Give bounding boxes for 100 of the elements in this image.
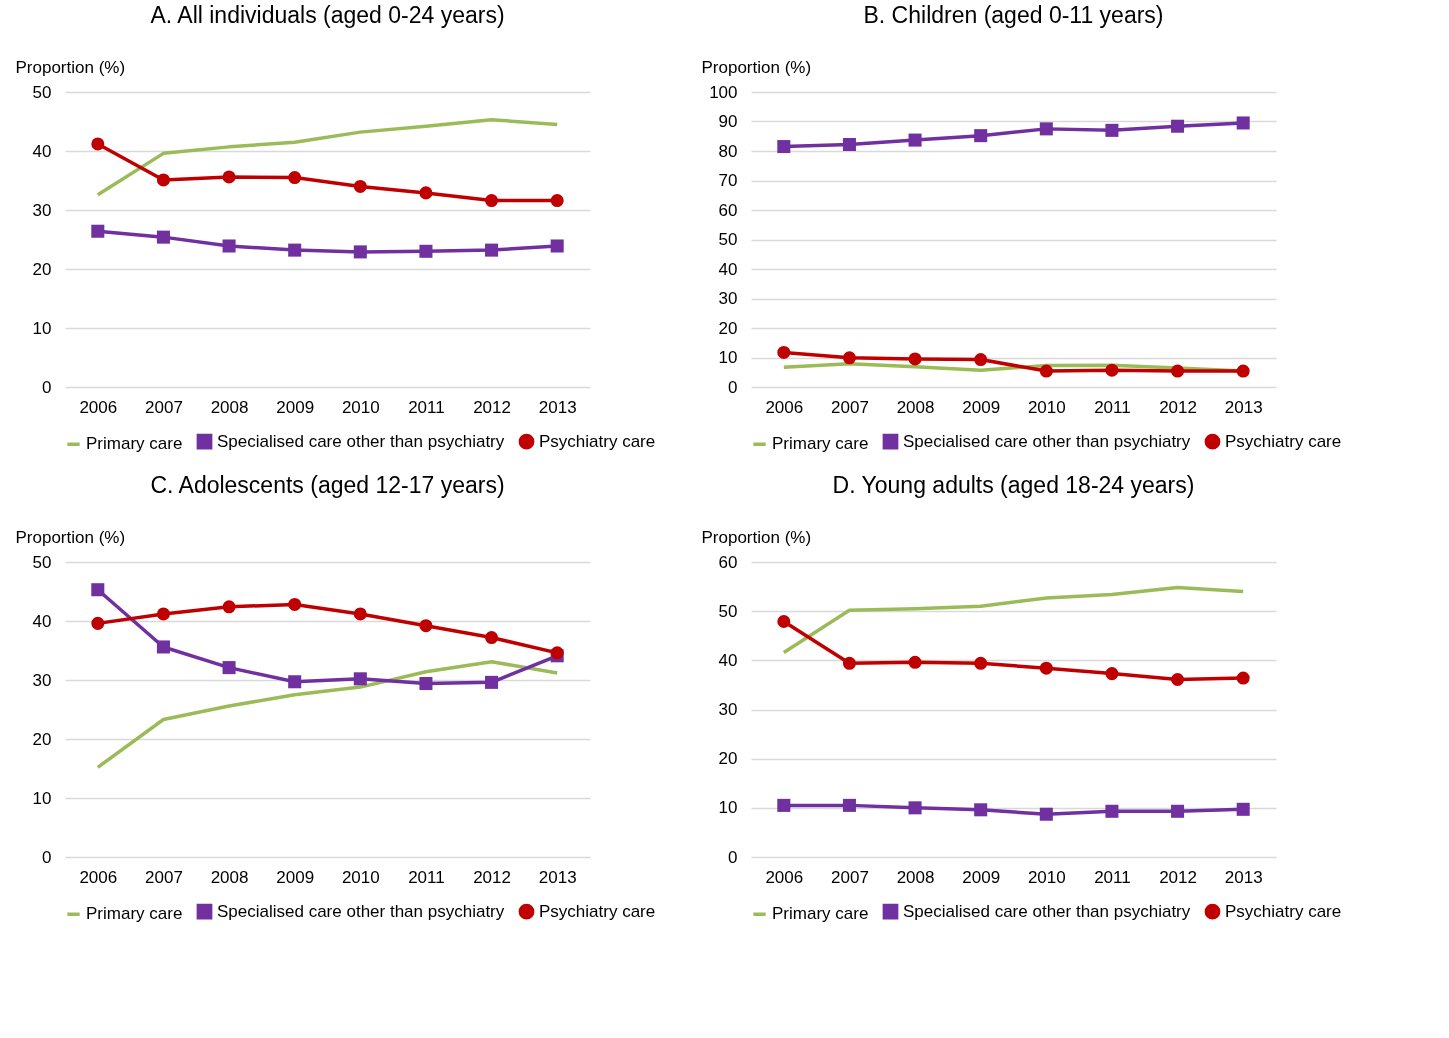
y-tick-label: 20 xyxy=(718,318,738,338)
x-tick-label: 2006 xyxy=(79,867,118,887)
chart-title: D. Young adults (aged 18-24 years) xyxy=(832,472,1195,498)
point xyxy=(222,600,236,614)
legend-label: Primary care xyxy=(86,434,183,454)
point xyxy=(353,672,367,686)
point xyxy=(1039,364,1053,378)
x-tick-label: 2008 xyxy=(896,867,935,887)
x-tick-label: 2009 xyxy=(276,867,315,887)
y-tick-label: 80 xyxy=(718,141,738,161)
point xyxy=(842,351,856,365)
point xyxy=(91,616,105,630)
y-tick-label: 50 xyxy=(32,82,52,102)
point xyxy=(842,656,856,670)
y-axis-title: Proportion (%) xyxy=(701,527,812,547)
y-tick-label: 90 xyxy=(718,112,738,131)
point xyxy=(156,230,170,244)
y-tick-label: 0 xyxy=(42,847,52,867)
x-tick-label: 2010 xyxy=(1027,867,1066,887)
point xyxy=(1105,804,1119,818)
point xyxy=(91,583,105,597)
point xyxy=(550,239,564,253)
point xyxy=(777,798,791,812)
line-series xyxy=(96,659,559,770)
point xyxy=(550,194,564,208)
x-tick-label: 2008 xyxy=(210,867,249,887)
point xyxy=(156,173,170,187)
y-tick-label: 10 xyxy=(32,318,52,338)
x-tick-label: 2011 xyxy=(408,867,445,887)
point xyxy=(908,133,922,147)
point xyxy=(974,656,988,670)
point xyxy=(419,677,433,691)
point xyxy=(908,655,922,669)
x-tick-label: 2013 xyxy=(1224,397,1263,417)
point xyxy=(288,243,302,257)
legend-label: Psychiatry care xyxy=(539,901,656,921)
y-tick-label: 0 xyxy=(728,377,738,397)
legend-label: Specialised care other than psychiatry xyxy=(903,431,1191,451)
point xyxy=(222,239,236,253)
point xyxy=(353,245,367,259)
y-tick-label: 50 xyxy=(718,601,738,621)
point xyxy=(485,194,499,208)
point xyxy=(842,798,856,812)
y-tick-label: 20 xyxy=(32,259,52,279)
point xyxy=(1236,802,1250,816)
y-axis-title: Proportion (%) xyxy=(701,57,812,77)
point xyxy=(91,137,105,151)
x-tick-label: 2009 xyxy=(962,867,1001,887)
legend-label: Psychiatry care xyxy=(1225,901,1342,921)
point xyxy=(156,640,170,654)
point xyxy=(974,803,988,817)
point xyxy=(1236,116,1250,130)
point xyxy=(1039,807,1053,821)
legend-label: Specialised care other than psychiatry xyxy=(217,431,505,451)
legend-label: Psychiatry care xyxy=(539,431,656,451)
point xyxy=(1236,671,1250,685)
legend-label: Primary care xyxy=(86,904,183,924)
x-tick-label: 2007 xyxy=(145,867,183,887)
x-tick-label: 2011 xyxy=(1094,397,1131,417)
y-tick-label: 40 xyxy=(32,611,52,631)
point xyxy=(419,186,433,200)
y-tick-label: 30 xyxy=(718,289,738,308)
y-tick-label: 50 xyxy=(32,552,52,572)
legend-label: Specialised care other than psychiatry xyxy=(903,901,1191,921)
y-tick-label: 10 xyxy=(718,348,738,367)
chart-title: A. All individuals (aged 0-24 years) xyxy=(150,2,505,28)
point xyxy=(908,801,922,815)
x-tick-label: 2007 xyxy=(831,867,869,887)
point xyxy=(974,353,988,367)
point xyxy=(485,243,499,257)
y-axis-title: Proportion (%) xyxy=(15,57,126,77)
point xyxy=(222,661,236,675)
x-tick-label: 2012 xyxy=(1159,867,1197,887)
x-tick-label: 2009 xyxy=(276,397,315,417)
chart-title: C. Adolescents (aged 12-17 years) xyxy=(150,472,505,498)
point xyxy=(353,607,367,621)
legend-label: Primary care xyxy=(772,904,869,924)
point xyxy=(777,140,791,154)
x-tick-label: 2008 xyxy=(896,397,935,417)
y-tick-label: 30 xyxy=(32,200,52,220)
point xyxy=(908,352,922,366)
y-tick-label: 40 xyxy=(32,141,52,161)
x-tick-label: 2010 xyxy=(1027,397,1066,417)
x-tick-label: 2012 xyxy=(1159,397,1197,417)
x-tick-label: 2009 xyxy=(962,397,1001,417)
y-tick-label: 30 xyxy=(718,700,738,719)
point xyxy=(485,631,499,645)
y-tick-label: 30 xyxy=(32,670,52,690)
x-tick-label: 2006 xyxy=(79,397,118,417)
legend-label: Primary care xyxy=(772,434,869,454)
y-tick-label: 20 xyxy=(718,749,738,769)
line-series xyxy=(782,585,1245,655)
point xyxy=(353,179,367,193)
x-tick-label: 2011 xyxy=(1094,867,1131,887)
point xyxy=(1171,364,1185,378)
point xyxy=(1236,364,1250,378)
x-tick-label: 2007 xyxy=(145,397,183,417)
point xyxy=(842,137,856,152)
chart-title: B. Children (aged 0-11 years) xyxy=(863,2,1164,28)
x-tick-label: 2012 xyxy=(473,397,511,417)
